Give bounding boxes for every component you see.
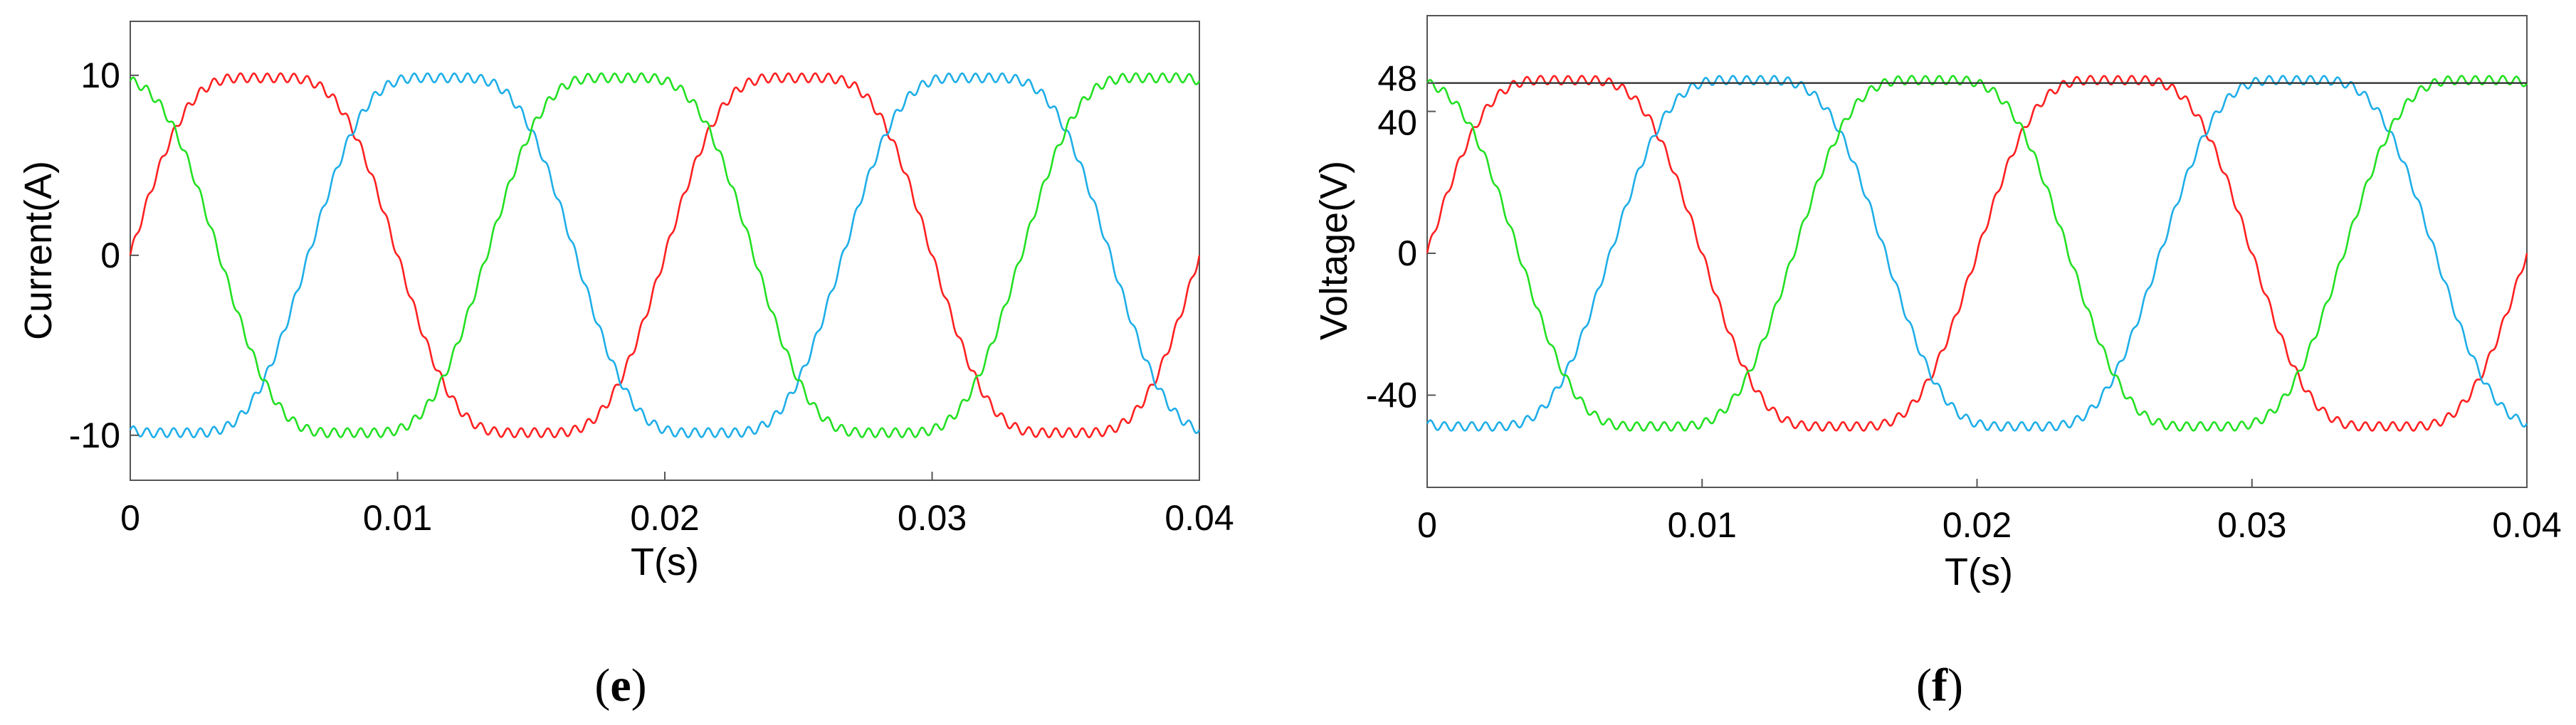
- voltage-series-group: [1426, 75, 2528, 432]
- current-panel-letter: e: [610, 660, 631, 711]
- current-x-tick-label: 0: [120, 498, 140, 538]
- voltage-x-tick-label: 0.01: [1668, 505, 1737, 545]
- voltage-y-tick-label: 0: [1397, 233, 1417, 273]
- voltage-phase-b-line: [1426, 75, 2528, 432]
- current-panel-label: (e): [594, 660, 646, 711]
- voltage-x-axis-title: T(s): [1945, 551, 2013, 593]
- current-x-axis-title: T(s): [631, 541, 699, 583]
- current-x-tick-label: 0.04: [1165, 498, 1234, 538]
- current-phase-b-line: [129, 72, 1201, 438]
- voltage-y-tick-label: 48: [1377, 59, 1417, 99]
- voltage-panel-label: (f): [1916, 660, 1963, 711]
- voltage-y-tick-label: -40: [1366, 375, 1417, 415]
- voltage-x-tick-label: 0: [1417, 505, 1437, 545]
- current-y-tick-label: 10: [80, 55, 120, 95]
- current-x-tick-label: 0.03: [898, 498, 967, 538]
- voltage-x-tick-label: 0.02: [1942, 505, 2012, 545]
- voltage-y-axis-title: Voltage(V): [1313, 161, 1355, 340]
- current-y-tick-label: 0: [100, 236, 120, 275]
- current-x-tick-label: 0.02: [630, 498, 699, 538]
- current-phase-c-line: [129, 72, 1201, 438]
- current-y-axis-title: Current(A): [17, 161, 60, 340]
- current-ticks-group: 0 0.01 0.02 0.03 0.04 -10 0 10: [69, 55, 1234, 538]
- current-x-tick-label: 0.01: [363, 498, 432, 538]
- voltage-phase-a-line: [1426, 75, 2528, 432]
- current-y-tick-label: -10: [69, 416, 120, 455]
- current-phase-a-line: [129, 72, 1201, 438]
- voltage-x-tick-label: 0.03: [2217, 505, 2286, 545]
- voltage-y-tick-label: 40: [1377, 103, 1417, 143]
- voltage-panel-letter: f: [1932, 660, 1948, 711]
- voltage-x-tick-label: 0.04: [2492, 505, 2561, 545]
- current-series-group: [129, 72, 1201, 438]
